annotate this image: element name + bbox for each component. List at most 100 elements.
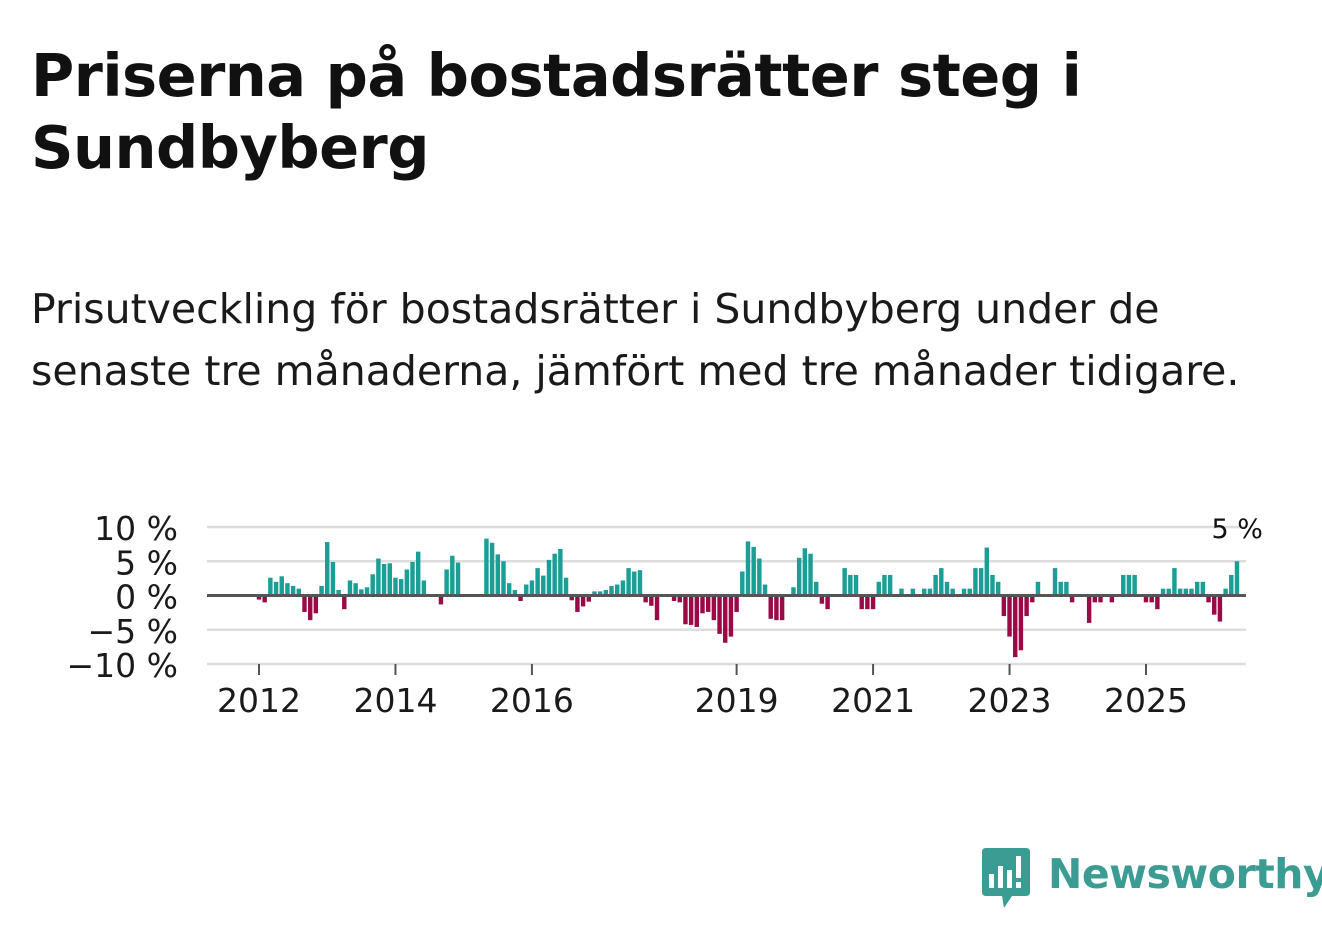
bar: [853, 574, 859, 596]
bar: [1155, 595, 1160, 610]
bar: [506, 583, 512, 596]
bar: [779, 595, 785, 621]
bar: [973, 568, 978, 596]
bar: [984, 547, 990, 596]
bar: [330, 561, 336, 596]
bar: [279, 576, 284, 596]
bar: [1200, 581, 1206, 596]
bar: [728, 595, 734, 637]
bar: [524, 584, 529, 596]
bar: [876, 581, 881, 596]
bar: [1069, 595, 1075, 603]
bar: [1206, 595, 1211, 603]
bar: [620, 580, 626, 596]
bar: [575, 595, 580, 612]
bar: [688, 595, 694, 625]
bar: [899, 588, 904, 596]
bar: [734, 595, 739, 612]
bar: [990, 574, 995, 596]
bar: [887, 574, 893, 596]
bar: [296, 588, 302, 596]
bar: [1212, 595, 1217, 615]
brand-name: Newsworthy: [1048, 850, 1322, 898]
bar: [285, 583, 290, 596]
bar: [1064, 581, 1069, 596]
bar: [1234, 561, 1240, 596]
bar: [325, 542, 330, 596]
chart-title: Priserna på bostadsrätter steg i Sundbyb…: [31, 41, 1082, 182]
bar: [717, 595, 722, 634]
bar: [1098, 595, 1103, 603]
bar: [671, 595, 677, 601]
bar: [489, 542, 495, 596]
y-axis: 10 %5 %0 %−5 %−10 %: [67, 509, 179, 685]
bar: [927, 588, 933, 596]
bar: [922, 588, 927, 596]
bar: [825, 595, 830, 610]
bar: [1013, 595, 1018, 658]
bar: [762, 584, 768, 596]
bar: [711, 595, 717, 621]
bar: [614, 584, 620, 596]
bar: [819, 595, 825, 604]
bar: [353, 583, 358, 596]
bar: [910, 588, 916, 596]
bar: [1030, 595, 1035, 603]
y-tick-label: −5 %: [88, 612, 179, 651]
bar: [1217, 595, 1223, 622]
bar: [603, 590, 609, 596]
bar: [302, 595, 307, 612]
bar: [1109, 595, 1115, 603]
bar: [1121, 574, 1126, 596]
bar: [415, 551, 421, 596]
bar: [882, 574, 887, 596]
bar: [1001, 595, 1007, 617]
bar: [700, 595, 705, 614]
bar: [529, 580, 535, 596]
bar: [1194, 581, 1200, 596]
bar: [404, 569, 410, 596]
bar: [870, 595, 876, 610]
bar: [1007, 595, 1012, 637]
bar: [774, 595, 779, 621]
bar: [705, 595, 711, 612]
bar: [319, 585, 324, 596]
bar: [632, 571, 637, 596]
annotation-label: 5 %: [1212, 514, 1263, 545]
bar: [495, 554, 501, 596]
x-tick-label: 2014: [353, 681, 437, 720]
last-value-annotation: 5 %: [1212, 514, 1263, 545]
y-tick-label: 5 %: [115, 543, 178, 582]
newsworthy-icon: [982, 848, 1030, 908]
bar: [751, 546, 756, 596]
bar: [859, 595, 864, 610]
bar: [592, 591, 597, 596]
bar: [421, 580, 427, 596]
bar: [484, 538, 489, 596]
bar: [609, 585, 614, 596]
bar: [967, 588, 972, 596]
bar: [518, 595, 523, 601]
bar: [768, 595, 773, 619]
bar: [848, 574, 853, 596]
bar: [387, 563, 392, 596]
bar: [683, 595, 688, 625]
bar: [654, 595, 660, 621]
bar: [347, 580, 353, 596]
bar: [398, 579, 404, 596]
x-tick-label: 2012: [217, 681, 301, 720]
bar: [1223, 588, 1228, 596]
bar: [1160, 588, 1166, 596]
bar: [961, 588, 967, 596]
bar: [740, 571, 745, 596]
bar: [745, 541, 751, 596]
bar: [1086, 595, 1092, 623]
bar: [1058, 581, 1063, 596]
bar: [1126, 574, 1132, 596]
bar: [1143, 595, 1149, 603]
bar: [933, 574, 938, 596]
bar: [995, 581, 1001, 596]
bar: [546, 559, 552, 596]
bar: [677, 595, 682, 603]
bar: [796, 557, 802, 596]
